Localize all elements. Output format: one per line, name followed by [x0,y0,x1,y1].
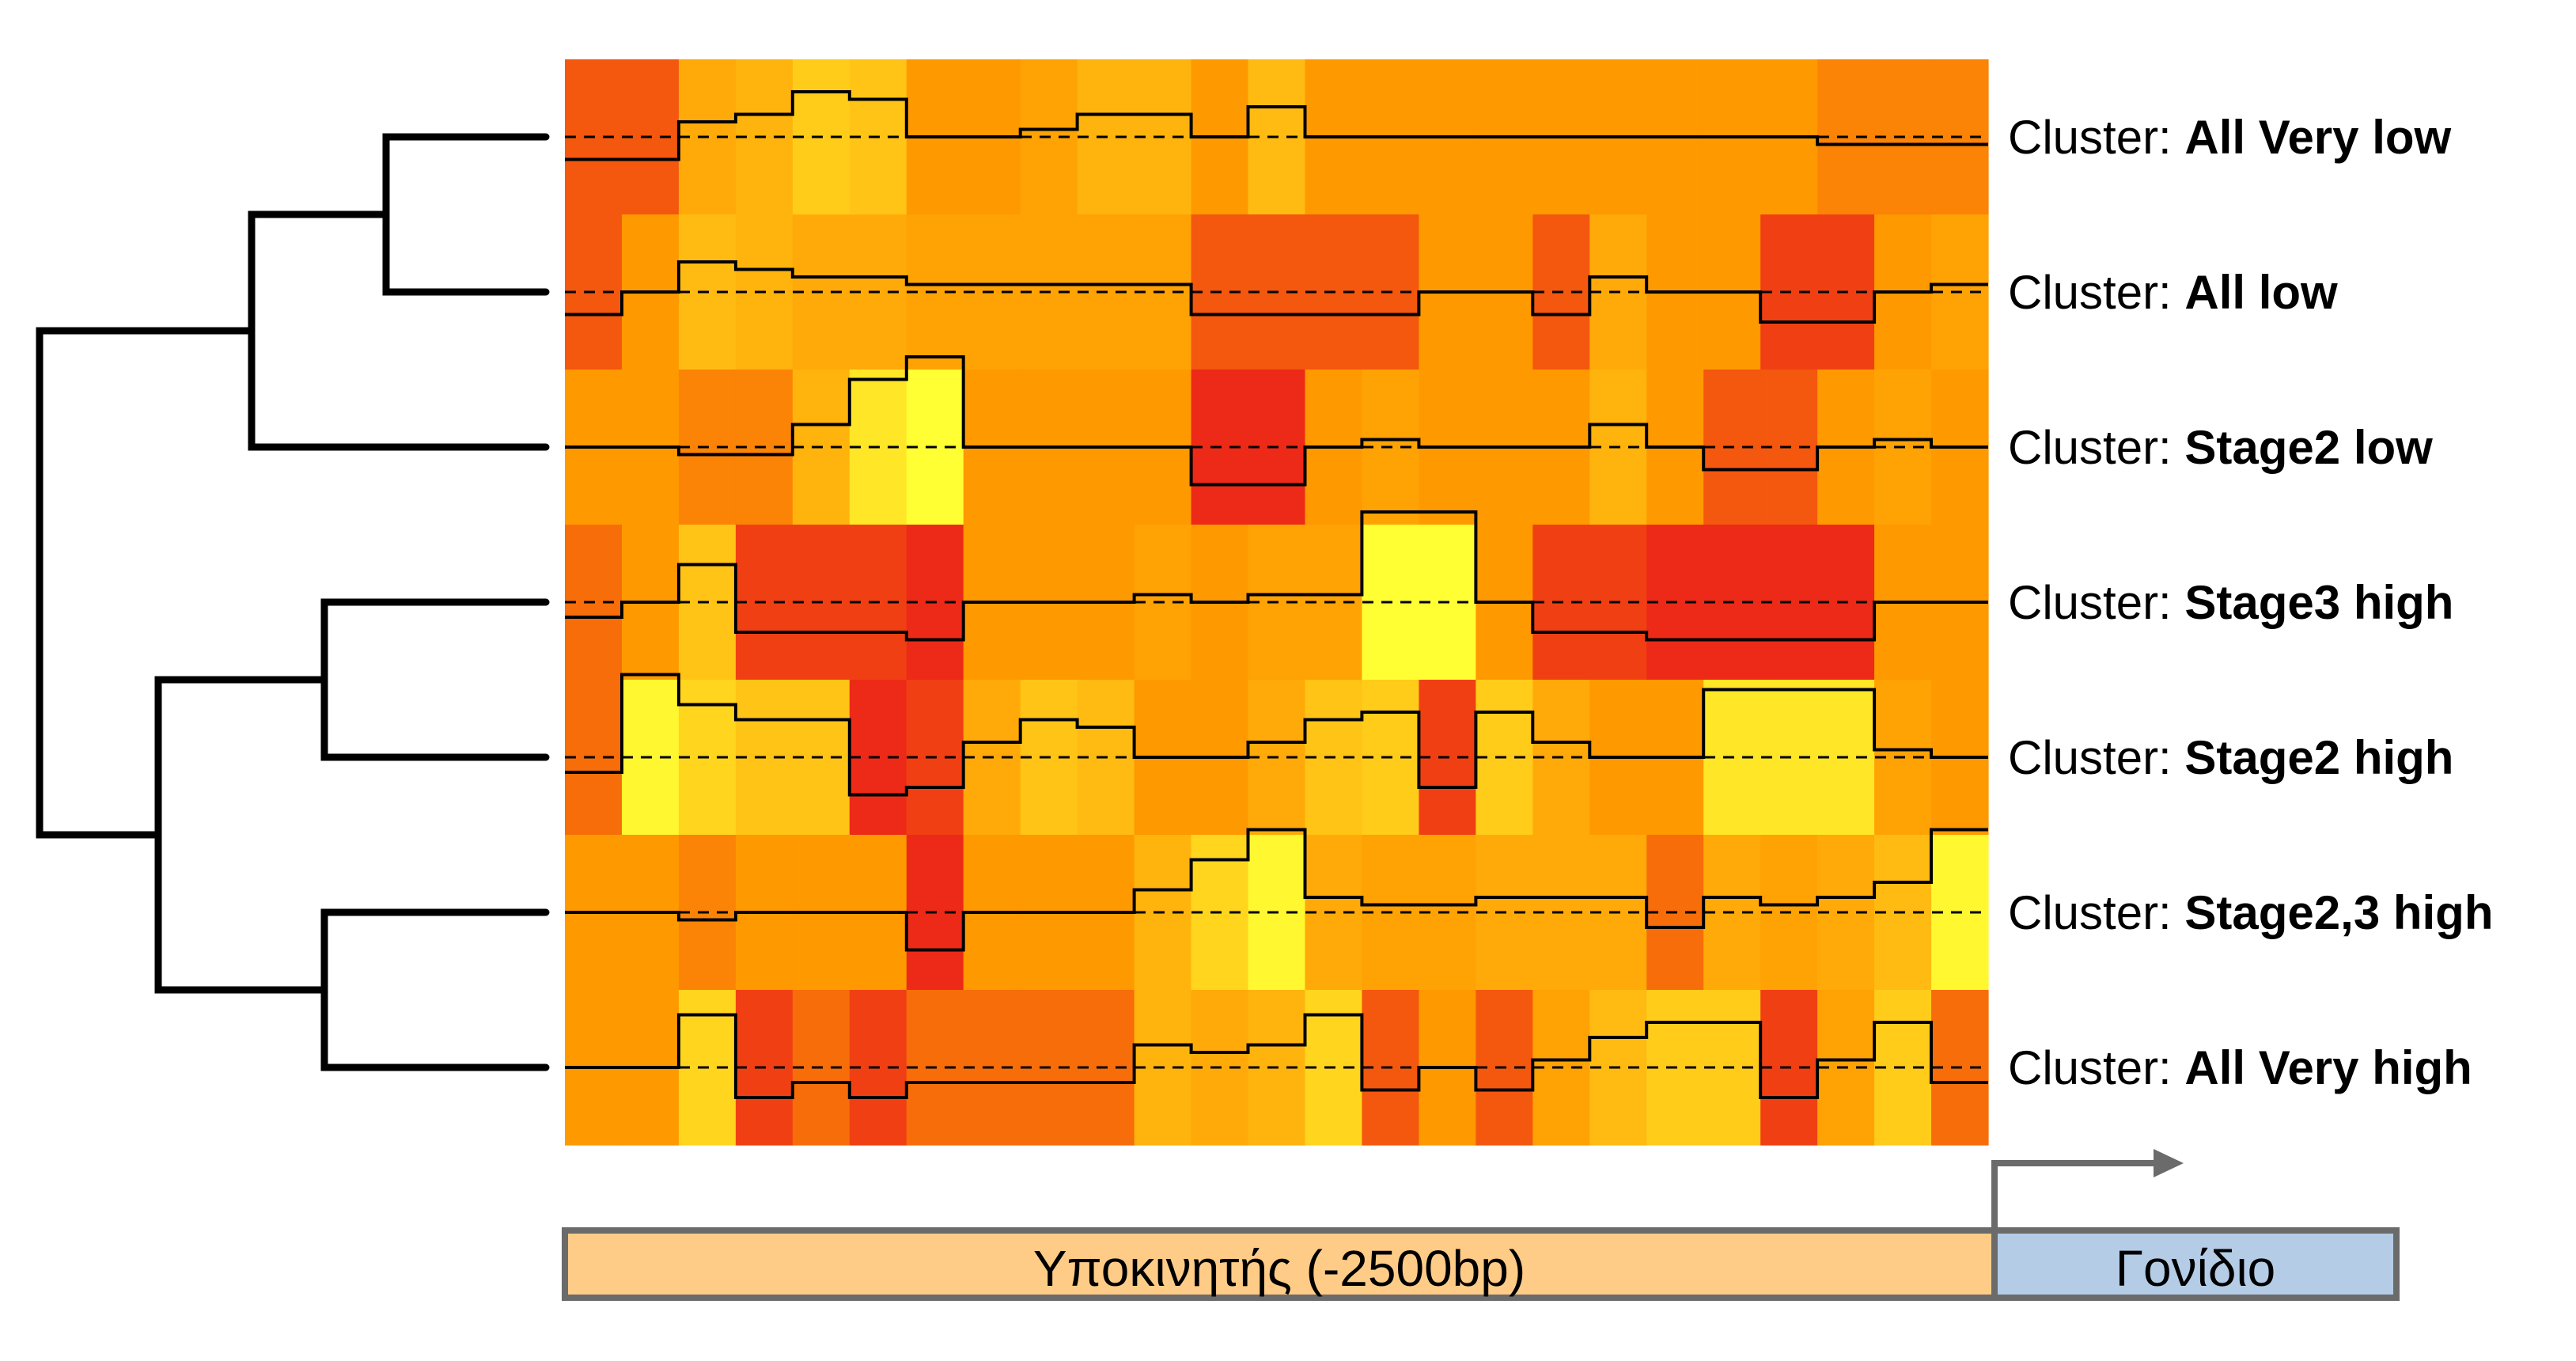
gene-label: Γονίδιο [2116,1240,2276,1297]
cluster-label: Cluster: Stage2 low [2008,421,2433,474]
cluster-label-prefix: Cluster: [2008,886,2184,939]
profile-line [565,90,1988,161]
profile-line [565,355,1988,487]
cluster-label-prefix: Cluster: [2008,576,2184,629]
cluster-label-name: All Very high [2184,1041,2472,1094]
gene-box [1991,1227,2400,1301]
profile-line [565,260,1988,324]
heatmap-row [565,835,1989,991]
transcription-start-arrow [1991,1160,2156,1230]
cluster-label-name: Stage2,3 high [2184,886,2493,939]
dendrogram-link [320,598,550,761]
cluster-label-prefix: Cluster: [2008,731,2184,784]
profile-line [565,510,1988,642]
dendrogram-link [154,676,328,994]
cluster-label-name: Stage3 high [2184,576,2453,629]
cluster-label: Cluster: Stage3 high [2008,576,2453,629]
cluster-label-name: Stage2 low [2184,421,2433,474]
heatmap-row [565,990,1989,1146]
gene-schematic: Υποκινητής (-2500bp) Γονίδιο [562,1149,2400,1301]
dendrogram-link [382,133,550,296]
promoter-label: Υποκινητής (-2500bp) [1033,1240,1525,1297]
cluster-label: Cluster: All Very high [2008,1041,2472,1094]
profile-line [565,828,1988,952]
cluster-label-prefix: Cluster: [2008,266,2184,319]
cluster-label-name: All low [2184,266,2338,319]
cluster-label: Cluster: All low [2008,266,2338,319]
cluster-label: Cluster: All Very low [2008,111,2452,164]
cluster-label: Cluster: Stage2 high [2008,731,2453,784]
profile-lines [565,90,1988,1099]
cluster-label: Cluster: Stage2,3 high [2008,886,2493,939]
dendrogram [36,133,550,1071]
cluster-label-prefix: Cluster: [2008,421,2184,474]
dendrogram-link [320,908,550,1071]
cluster-label-name: Stage2 high [2184,731,2453,784]
dendrogram-link [36,327,256,839]
cluster-label-prefix: Cluster: [2008,111,2184,164]
cluster-label-name: All Very low [2184,111,2451,164]
profile-line [565,673,1988,797]
cluster-label-prefix: Cluster: [2008,1041,2184,1094]
profile-line [565,1013,1988,1099]
dendrogram-link [248,210,550,451]
arrow-head-icon [2154,1149,2184,1177]
